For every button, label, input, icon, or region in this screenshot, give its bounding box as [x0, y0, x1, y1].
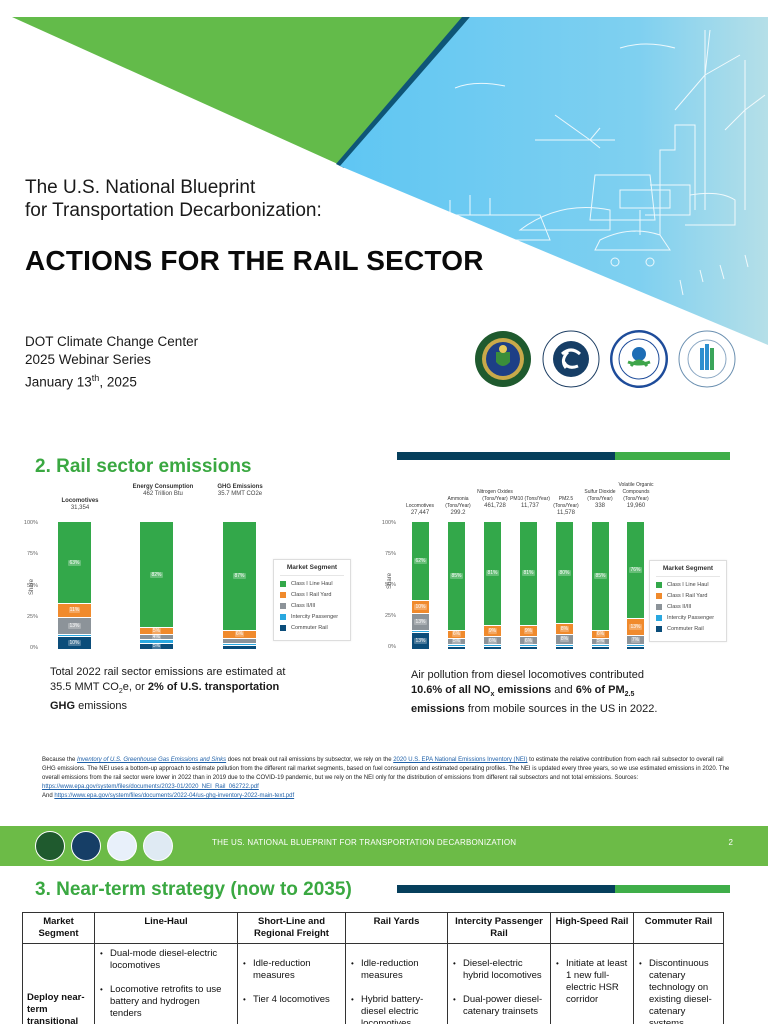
- epa-seal-icon: [107, 831, 137, 861]
- footer-logos: [35, 831, 173, 861]
- hero-illustration: [12, 17, 768, 345]
- legend-item: Class II/III: [656, 604, 720, 610]
- ghg-caption: Total 2022 rail sector emissions are est…: [50, 666, 286, 713]
- table-header-row: Market Segment Line-Haul Short-Line and …: [22, 912, 724, 944]
- hud-seal-icon: [143, 831, 173, 861]
- event-info: DOT Climate Change Center 2025 Webinar S…: [25, 333, 198, 392]
- agency-logos: [474, 330, 736, 388]
- ghg-share-chart: Share 100% 75% 50% 25% 0% Locomotives 31,…: [20, 478, 360, 663]
- legend-item: Class I Rail Yard: [656, 593, 720, 599]
- bar-energy-consumption: 5% 4% 5% 82%: [140, 521, 173, 650]
- strategy-slide: 3. Near-term strategy (now to 2035) Mark…: [0, 866, 768, 1024]
- bar-voc: 7% 13% 76%: [627, 521, 644, 649]
- legend-item: Commuter Rail: [280, 625, 344, 631]
- strategy-table: Market Segment Line-Haul Short-Line and …: [22, 912, 724, 1024]
- chart-legend: Market Segment Class I Line Haul Class I…: [273, 559, 351, 641]
- category-header: Volatile Organic Compounds (Tons/Year) 19…: [618, 482, 654, 509]
- nei-rail-pdf-link[interactable]: https://www.epa.gov/system/files/documen…: [42, 784, 259, 790]
- sources-footnote: Because the Inventory of U.S. Greenhouse…: [42, 757, 730, 799]
- accent-bar: [397, 452, 730, 460]
- webinar-series: 2025 Webinar Series: [25, 352, 151, 367]
- legend-item: Intercity Passenger: [656, 615, 720, 621]
- doe-seal-icon: [35, 831, 65, 861]
- title-block: The U.S. National Blueprint for Transpor…: [25, 176, 322, 222]
- list-item: Locomotive retrofits to use battery and …: [99, 984, 233, 1020]
- legend-item: Class II/III: [280, 603, 344, 609]
- emissions-slide: 2. Rail sector emissions Share 100% 75% …: [0, 440, 768, 825]
- organizer: DOT Climate Change Center: [25, 334, 199, 349]
- list-item: Tier 4 locomotives: [242, 994, 341, 1006]
- legend-item: Class I Line Haul: [656, 582, 720, 588]
- category-header: PM10 (Tons/Year) 11,737: [510, 496, 550, 509]
- category-header: Sulfur Dioxide (Tons/Year) 338: [584, 489, 616, 509]
- category-header: Nitrogen Oxides (Tons/Year) 461,728: [477, 489, 513, 509]
- bar-pm25: 8% 8% 80%: [556, 521, 573, 649]
- dot-seal-icon: [542, 330, 600, 388]
- bar-sulfur-dioxide: 5% 6% 85%: [592, 521, 609, 649]
- legend-item: Class I Line Haul: [280, 581, 344, 587]
- slide-footer: THE US. NATIONAL BLUEPRINT FOR TRANSPORT…: [0, 826, 768, 866]
- page-number: 2: [728, 838, 733, 847]
- subtitle-line-2: for Transportation Decarbonization:: [25, 200, 322, 221]
- legend-item: Commuter Rail: [656, 626, 720, 632]
- hud-seal-icon: [678, 330, 736, 388]
- legend-item: Intercity Passenger: [280, 614, 344, 620]
- section-title: 2. Rail sector emissions: [35, 456, 252, 477]
- list-item: Diesel-electric hybrid locomotives: [452, 958, 546, 982]
- list-item: Dual-mode diesel-electric locomotives: [99, 948, 233, 972]
- category-header: Ammonia (Tons/Year) 299.2: [445, 496, 471, 516]
- accent-bar: [397, 885, 730, 893]
- air-pollution-caption: Air pollution from diesel locomotives co…: [411, 669, 658, 716]
- list-item: Dual-power diesel-catenary trainsets: [452, 994, 546, 1018]
- bar-ghg-emissions: 6% 87%: [223, 521, 256, 649]
- bar-pm10: 6% 9% 81%: [520, 521, 537, 649]
- chart-legend: Market Segment Class I Line Haul Class I…: [649, 560, 727, 642]
- section-title: 3. Near-term strategy (now to 2035): [35, 879, 352, 900]
- subtitle-line-1: The U.S. National Blueprint: [25, 177, 256, 198]
- list-item: Idle-reduction measures: [242, 958, 341, 982]
- epa-seal-icon: [610, 330, 668, 388]
- bar-locomotives: 13% 13% 10% 62%: [412, 521, 429, 649]
- ghg-inventory-pdf-link[interactable]: https://www.epa.gov/system/files/documen…: [54, 793, 295, 799]
- bar-nitrogen-oxides: 6% 9% 81%: [484, 521, 501, 649]
- category-header: Locomotives 27,447: [405, 503, 435, 516]
- category-header: GHG Emissions 35.7 MMT CO2e: [217, 484, 263, 497]
- list-item: Idle-reduction measures: [350, 958, 443, 982]
- nei-link[interactable]: 2020 U.S. EPA National Emissions Invento…: [393, 757, 528, 763]
- category-header: PM2.5 (Tons/Year) 11,578: [553, 496, 579, 516]
- dot-seal-icon: [71, 831, 101, 861]
- list-item: Discontinuous catenary technology on exi…: [638, 958, 719, 1024]
- event-date: January 13th, 2025: [25, 373, 137, 390]
- category-header: Locomotives 31,354: [61, 498, 99, 511]
- footer-title: THE US. NATIONAL BLUEPRINT FOR TRANSPORT…: [212, 838, 517, 847]
- air-pollution-share-chart: Share 100% 75% 50% 25% 0% Locomotives 27,…: [380, 478, 768, 663]
- legend-item: Class I Rail Yard: [280, 592, 344, 598]
- list-item: Initiate at least 1 new full-electric HS…: [555, 958, 629, 1006]
- title-slide: The U.S. National Blueprint for Transpor…: [0, 0, 768, 425]
- list-item: Hybrid battery-diesel electric locomotiv…: [350, 994, 443, 1024]
- doe-seal-icon: [475, 331, 531, 387]
- main-title: ACTIONS FOR THE RAIL SECTOR: [25, 245, 484, 276]
- table-row: Deploy near-term transitional Dual-mode …: [22, 943, 724, 1024]
- category-header: Energy Consumption 462 Trillion Btu: [132, 484, 194, 497]
- bar-ammonia: 5% 6% 85%: [448, 521, 465, 649]
- ghg-inventory-link[interactable]: Inventory of U.S. Greenhouse Gas Emissio…: [77, 757, 227, 763]
- bar-locomotives: 10% 13% 11% 63%: [58, 521, 91, 649]
- green-wedge: [12, 17, 468, 165]
